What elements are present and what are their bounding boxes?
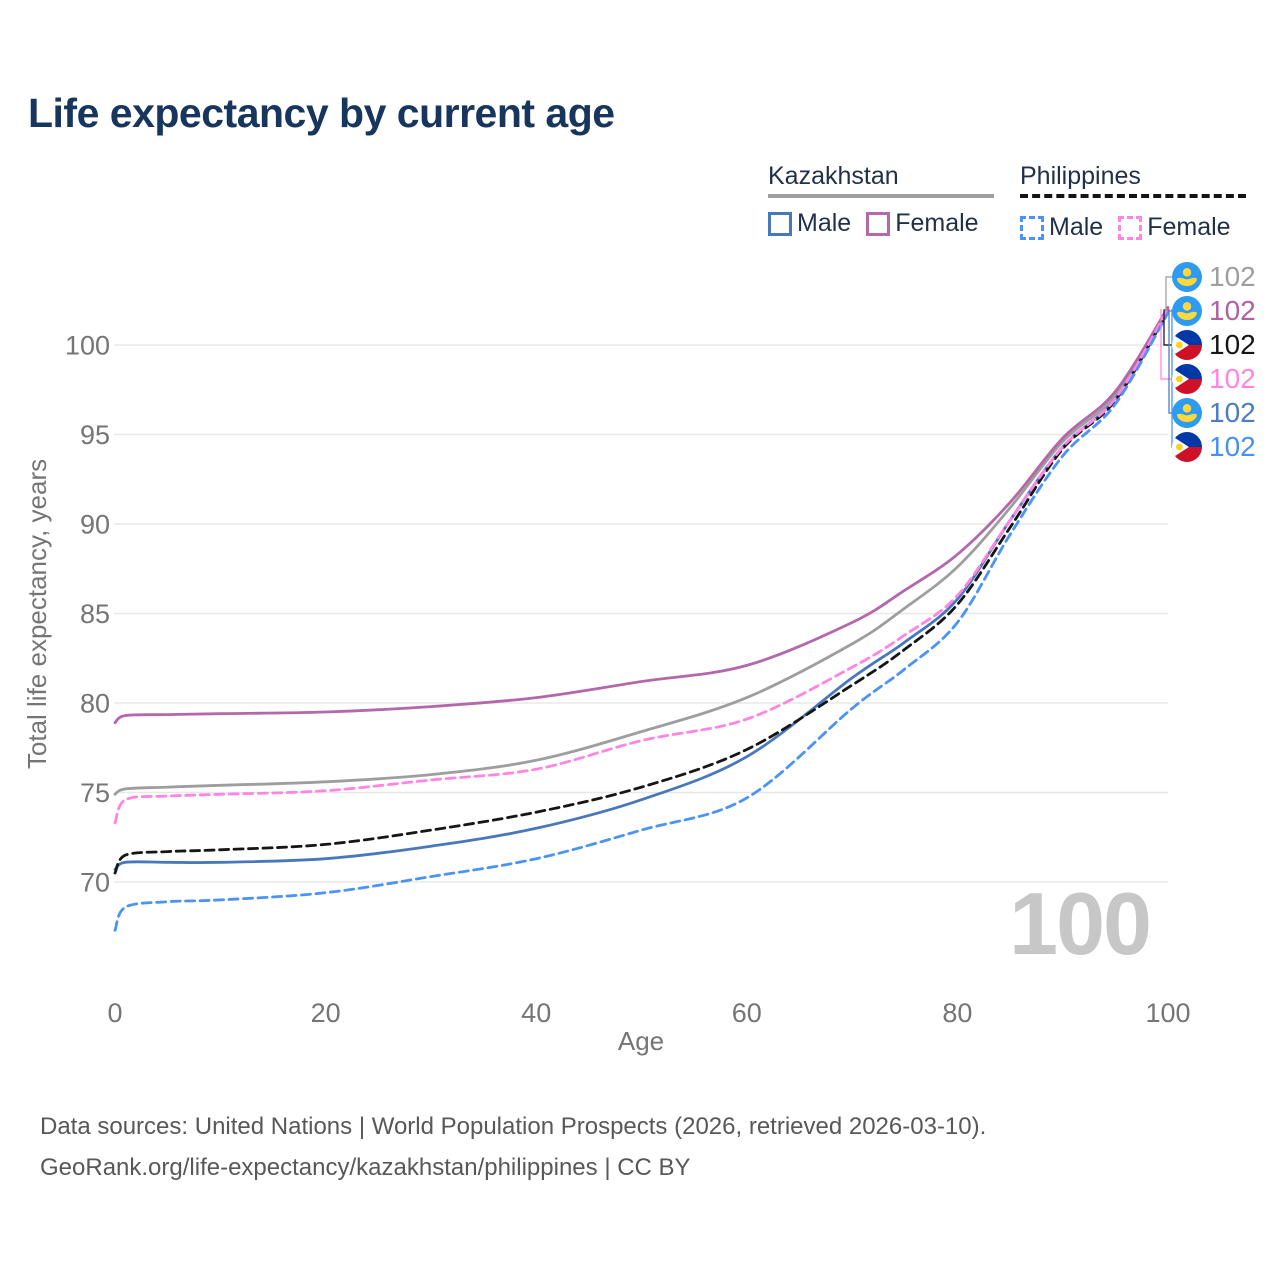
end-label-row: 102 bbox=[1172, 260, 1256, 294]
legend-group-kazakhstan: Kazakhstan Male Female bbox=[768, 162, 994, 238]
y-tick-label: 100 bbox=[65, 331, 110, 361]
female-solid-swatch-icon bbox=[866, 211, 891, 236]
legend-item-label: Male bbox=[1049, 213, 1104, 241]
attribution-line: GeoRank.org/life-expectancy/kazakhstan/p… bbox=[40, 1154, 691, 1181]
end-label-row: 102 bbox=[1172, 396, 1256, 430]
end-value-label: 102 bbox=[1209, 431, 1256, 462]
philippines-flag-icon bbox=[1172, 330, 1202, 360]
data-sources-line: Data sources: United Nations | World Pop… bbox=[40, 1113, 987, 1140]
legend-item-philippines-male: Male bbox=[1020, 213, 1103, 242]
y-tick-label: 90 bbox=[80, 510, 110, 540]
series-line bbox=[113, 309, 1170, 871]
series-line bbox=[113, 311, 1170, 932]
y-tick-label: 70 bbox=[80, 868, 110, 898]
end-value-label: 102 bbox=[1209, 397, 1256, 428]
legend-item-kazakhstan-male: Male bbox=[768, 209, 851, 238]
kazakhstan-flag-icon bbox=[1172, 262, 1202, 292]
series-line bbox=[113, 306, 1170, 725]
footer: Data sources: United Nations | World Pop… bbox=[40, 1106, 986, 1188]
legend-solid-line-sample bbox=[768, 194, 994, 198]
legend-country-label: Kazakhstan bbox=[768, 162, 899, 190]
end-label-row: 102 bbox=[1172, 294, 1256, 328]
legend-item-label: Female bbox=[1147, 213, 1231, 241]
end-label-row: 102 bbox=[1172, 430, 1256, 464]
legend-item-philippines-female: Female bbox=[1118, 213, 1231, 242]
x-axis-title: Age bbox=[618, 1026, 664, 1056]
legend-item-kazakhstan-female: Female bbox=[866, 209, 979, 238]
kazakhstan-flag-icon bbox=[1172, 398, 1202, 428]
x-tick-label: 40 bbox=[521, 998, 551, 1028]
end-value-label: 102 bbox=[1209, 295, 1256, 326]
end-value-label: 102 bbox=[1209, 261, 1256, 292]
female-dashed-swatch-icon bbox=[1118, 215, 1143, 240]
series-line bbox=[113, 307, 1170, 825]
series-line bbox=[113, 309, 1170, 875]
legend-country-label: Philippines bbox=[1020, 162, 1141, 190]
male-solid-swatch-icon bbox=[768, 211, 792, 236]
x-tick-label: 20 bbox=[311, 998, 341, 1028]
series-line bbox=[113, 307, 1170, 796]
page-title: Life expectancy by current age bbox=[28, 90, 615, 136]
philippines-flag-icon bbox=[1172, 364, 1202, 394]
x-tick-label: 60 bbox=[732, 998, 762, 1028]
x-tick-label: 80 bbox=[942, 998, 972, 1028]
x-tick-label: 0 bbox=[107, 998, 122, 1028]
end-label-connector bbox=[1165, 276, 1174, 310]
current-age-watermark: 100 bbox=[1009, 874, 1150, 973]
y-tick-label: 95 bbox=[80, 420, 110, 450]
legend-item-label: Female bbox=[895, 209, 979, 237]
end-label-row: 102 bbox=[1172, 328, 1256, 362]
philippines-flag-icon bbox=[1172, 432, 1202, 462]
end-value-label: 102 bbox=[1209, 363, 1256, 394]
legend-group-philippines: Philippines Male Female bbox=[1020, 162, 1246, 242]
end-value-label: 102 bbox=[1209, 329, 1256, 360]
y-tick-label: 75 bbox=[80, 778, 110, 808]
legend-item-label: Male bbox=[797, 209, 852, 237]
y-axis-title: Total life expectancy, years bbox=[22, 459, 52, 769]
chart-canvas: 70 75 80 85 90 95 100 0 20 40 60 80 100 Age Total life… bbox=[22, 276, 1191, 1056]
y-tick-label: 85 bbox=[80, 599, 110, 629]
y-tick-label: 80 bbox=[80, 689, 110, 719]
series-end-labels: 102 102 102 102 102 102 bbox=[1172, 260, 1256, 464]
kazakhstan-flag-icon bbox=[1172, 296, 1202, 326]
end-label-connector bbox=[1163, 309, 1174, 346]
male-dashed-swatch-icon bbox=[1020, 215, 1044, 240]
end-label-row: 102 bbox=[1172, 362, 1256, 396]
x-tick-label: 100 bbox=[1145, 998, 1190, 1028]
legend-dashed-line-sample bbox=[1020, 194, 1246, 202]
